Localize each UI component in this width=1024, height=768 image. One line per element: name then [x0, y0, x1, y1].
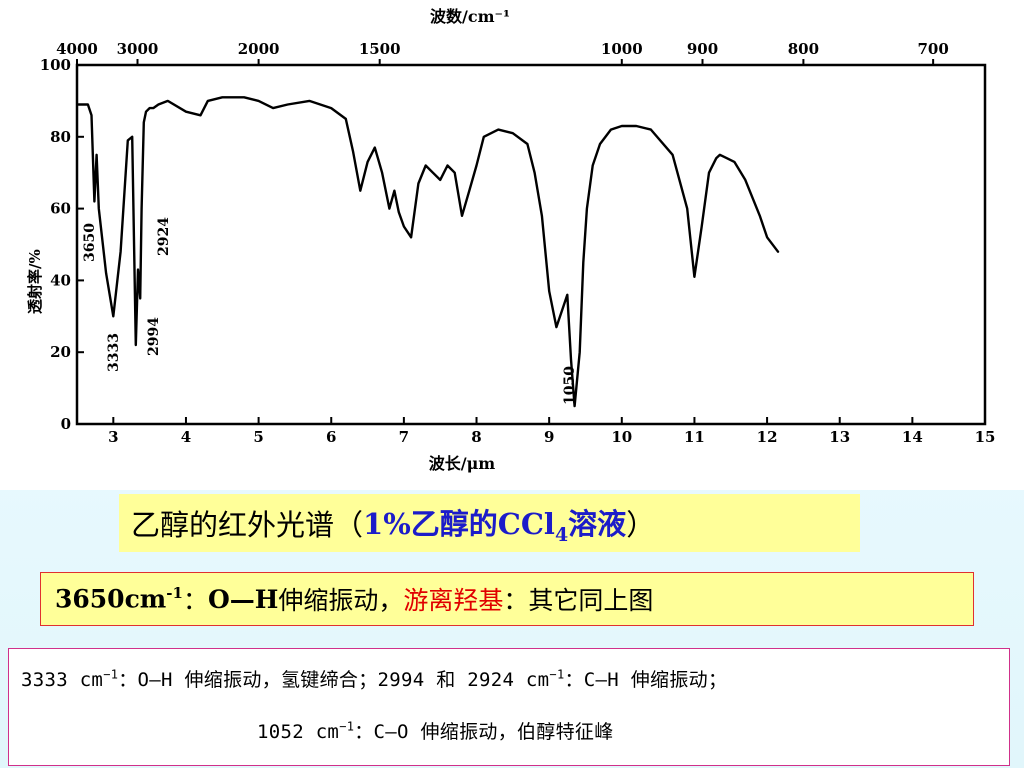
- caption-subscript: 4: [554, 523, 569, 546]
- top-tick-label: 4000: [56, 40, 98, 58]
- line1-sup: −1: [103, 667, 119, 682]
- y-tick-label: 80: [50, 128, 71, 146]
- top-tick-label: 2000: [238, 40, 280, 58]
- top-tick-label: 700: [917, 40, 948, 58]
- y-tick-label: 0: [61, 415, 71, 433]
- y-axis-title: 透射率/%: [26, 249, 44, 314]
- peak-label-1050: 1050: [562, 366, 578, 405]
- plot-frame: [75, 63, 987, 426]
- x-axis-title: 波长/μm: [429, 454, 496, 473]
- spectrum-caption: 乙醇的红外光谱（ 1%乙醇的CCl4溶液 ）: [119, 494, 860, 552]
- x-tick-label: 9: [544, 428, 554, 446]
- top-tick-label: 800: [788, 40, 819, 58]
- top-axis-title: 波数/cm⁻¹: [430, 7, 510, 26]
- x-tick-label: 3: [108, 428, 118, 446]
- peak-label-3650: 3650: [82, 223, 98, 262]
- free-hydroxyl-note: 3650cm-1 ： O—H 伸缩振动， 游离羟基 ：其它同上图: [40, 572, 974, 626]
- line2-part-a: 1052 cm: [257, 721, 340, 743]
- y-tick-label: 40: [50, 271, 71, 289]
- assignment-box: 3333 cm−1：O—H 伸缩振动，氢键缔合；2994 和 2924 cm−1…: [8, 648, 1010, 766]
- note-rest: ：其它同上图: [503, 586, 654, 615]
- top-tick-label: 1500: [359, 40, 401, 58]
- x-tick-label: 11: [684, 428, 705, 446]
- line1-part-a: 3333 cm: [21, 669, 104, 691]
- line2-part-b: ：C—O 伸缩振动，伯醇特征峰: [354, 721, 614, 743]
- top-tick-label: 900: [687, 40, 718, 58]
- x-tick-label: 8: [471, 428, 481, 446]
- note-bond: O—H: [207, 584, 279, 614]
- x-tick-label: 12: [757, 428, 778, 446]
- chart-background: [0, 0, 1024, 490]
- ir-spectrum-chart: 波数/cm⁻¹ 波长/μm 透射率/% 3 4 5 6 7 8 9 10 11 12 13 14 150…: [0, 0, 1024, 490]
- caption-solution-label: 1%乙醇的CCl4溶液: [363, 501, 626, 546]
- y-tick-label: 100: [40, 56, 71, 74]
- x-tick-label: 7: [399, 428, 409, 446]
- x-tick-label: 6: [326, 428, 336, 446]
- note-description: 伸缩振动，: [278, 586, 404, 615]
- assignment-line-2: 1052 cm−1：C—O 伸缩振动，伯醇特征峰: [257, 717, 614, 744]
- peak-label-2994: 2994: [146, 317, 162, 356]
- line2-sup: −1: [339, 719, 355, 734]
- x-tick-label: 4: [181, 428, 191, 446]
- line1-part-c: ：C—H 伸缩振动；: [564, 669, 728, 691]
- x-tick-label: 14: [902, 428, 923, 446]
- assignment-line-1: 3333 cm−1：O—H 伸缩振动，氢键缔合；2994 和 2924 cm−1…: [21, 665, 727, 692]
- note-separator: ：: [182, 586, 208, 615]
- top-tick-label: 1000: [601, 40, 643, 58]
- top-tick-label: 3000: [117, 40, 159, 58]
- line1-part-b: ：O—H 伸缩振动，氢键缔合；2994 和 2924 cm: [118, 669, 550, 691]
- x-tick-label: 5: [253, 428, 263, 446]
- note-highlight: 游离羟基: [403, 586, 504, 615]
- peak-label-3333: 3333: [106, 333, 122, 372]
- transmittance-line: [77, 96, 780, 408]
- x-tick-label: 10: [611, 428, 632, 446]
- caption-text-before: 乙醇的红外光谱（: [131, 508, 364, 542]
- x-tick-label: 13: [829, 428, 850, 446]
- y-tick-label: 20: [50, 343, 71, 361]
- note-wavenumber: 3650cm-1: [55, 584, 183, 613]
- caption-blue-suffix: 溶液: [568, 506, 627, 541]
- peak-label-2924: 2924: [156, 217, 172, 256]
- note-value: 3650cm: [55, 584, 167, 614]
- line1-sup2: −1: [549, 667, 565, 682]
- caption-text-after: ）: [626, 508, 656, 542]
- note-sup: -1: [166, 584, 183, 603]
- y-tick-label: 60: [50, 200, 71, 218]
- caption-blue-prefix: 1%乙醇的CCl: [363, 506, 555, 541]
- x-tick-label: 15: [975, 428, 996, 446]
